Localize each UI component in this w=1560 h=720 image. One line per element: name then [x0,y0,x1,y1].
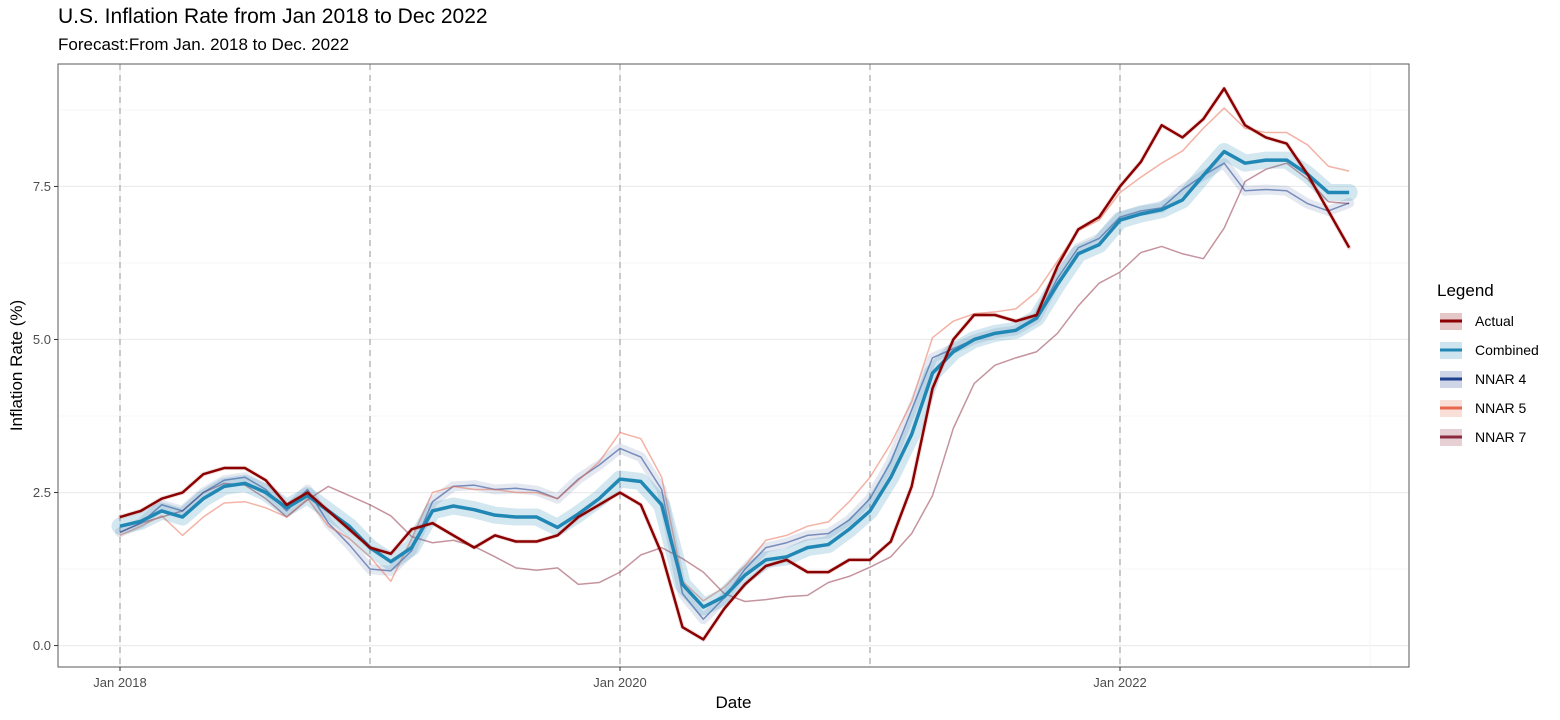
x-tick-label: Jan 2022 [1093,675,1147,690]
y-tick-label: 0.0 [33,638,51,653]
legend-label: Actual [1475,313,1514,329]
legend: Legend Actual Combined NNAR 4 NNAR 5 NNAR 7 [1437,281,1539,446]
vertical-reference-lines [119,64,1121,667]
chart-title: U.S. Inflation Rate from Jan 2018 to Dec… [58,5,488,28]
x-axis-title: Date [716,693,752,712]
series-lines [111,86,1358,642]
x-tick-label: Jan 2018 [93,675,147,690]
series-line-actual [119,87,1351,641]
x-tick-label: Jan 2020 [593,675,647,690]
legend-label: NNAR 7 [1475,429,1527,445]
legend-label: NNAR 4 [1475,371,1527,387]
series-band-nnar-4 [115,158,1355,625]
legend-title: Legend [1437,281,1494,300]
y-tick-label: 5.0 [33,332,51,347]
y-axis-title: Inflation Rate (%) [7,300,26,431]
series-line-nnar-7 [119,162,1350,603]
series-line-nnar-4 [119,162,1350,620]
legend-label: NNAR 5 [1475,400,1527,416]
legend-label: Combined [1475,342,1539,358]
series-band-combined [111,143,1358,616]
plot-panel-border [57,63,1410,668]
axes: 0.0 2.5 5.0 7.5 Jan 2018 Jan 2020 Jan 2022 [33,179,1147,690]
y-tick-label: 2.5 [33,485,51,500]
chart-subtitle: Forecast:From Jan. 2018 to Dec. 2022 [58,35,350,54]
series-line-nnar-5 [119,107,1350,602]
y-tick-label: 7.5 [33,179,51,194]
series-line-combined [119,149,1350,609]
series-band-actual [117,86,1352,642]
